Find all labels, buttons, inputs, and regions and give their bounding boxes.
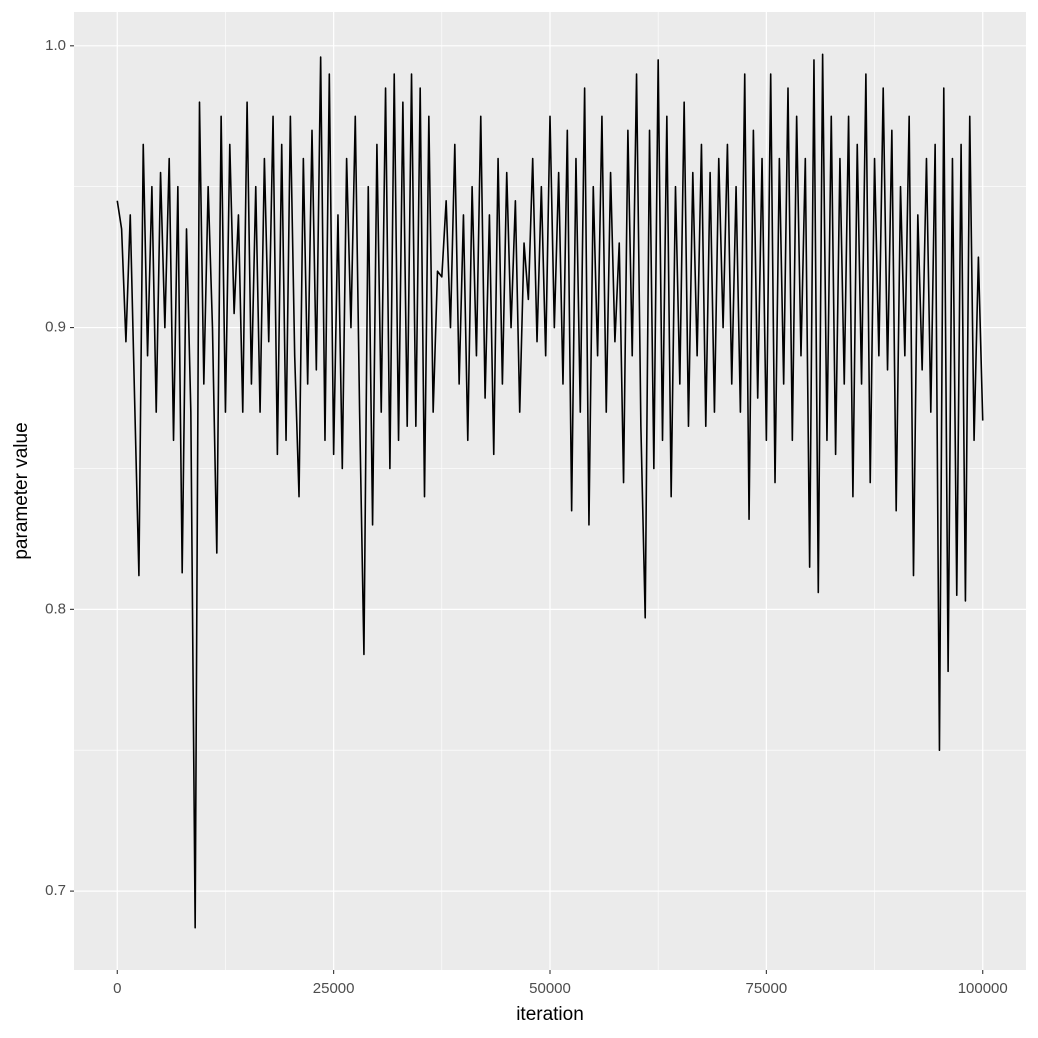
x-tick-label: 25000 — [313, 980, 355, 997]
axes: 0 25000 50000 75000 100000 0.7 0.8 0.9 1.0 — [45, 37, 1008, 997]
grid — [74, 12, 1026, 970]
y-tick-label: 0.8 — [45, 600, 66, 617]
y-tick-label: 1.0 — [45, 37, 66, 54]
x-axis-title: iteration — [516, 1004, 584, 1025]
x-tick-label: 50000 — [529, 980, 571, 997]
x-tick-label: 75000 — [746, 980, 788, 997]
y-tick-label: 0.9 — [45, 319, 66, 336]
y-axis-title: parameter value — [11, 422, 32, 559]
x-tick-label: 0 — [113, 980, 121, 997]
plot-area — [116, 53, 984, 929]
y-tick-label: 0.7 — [45, 882, 66, 899]
trace-line — [116, 53, 984, 929]
x-tick-label: 100000 — [958, 980, 1008, 997]
